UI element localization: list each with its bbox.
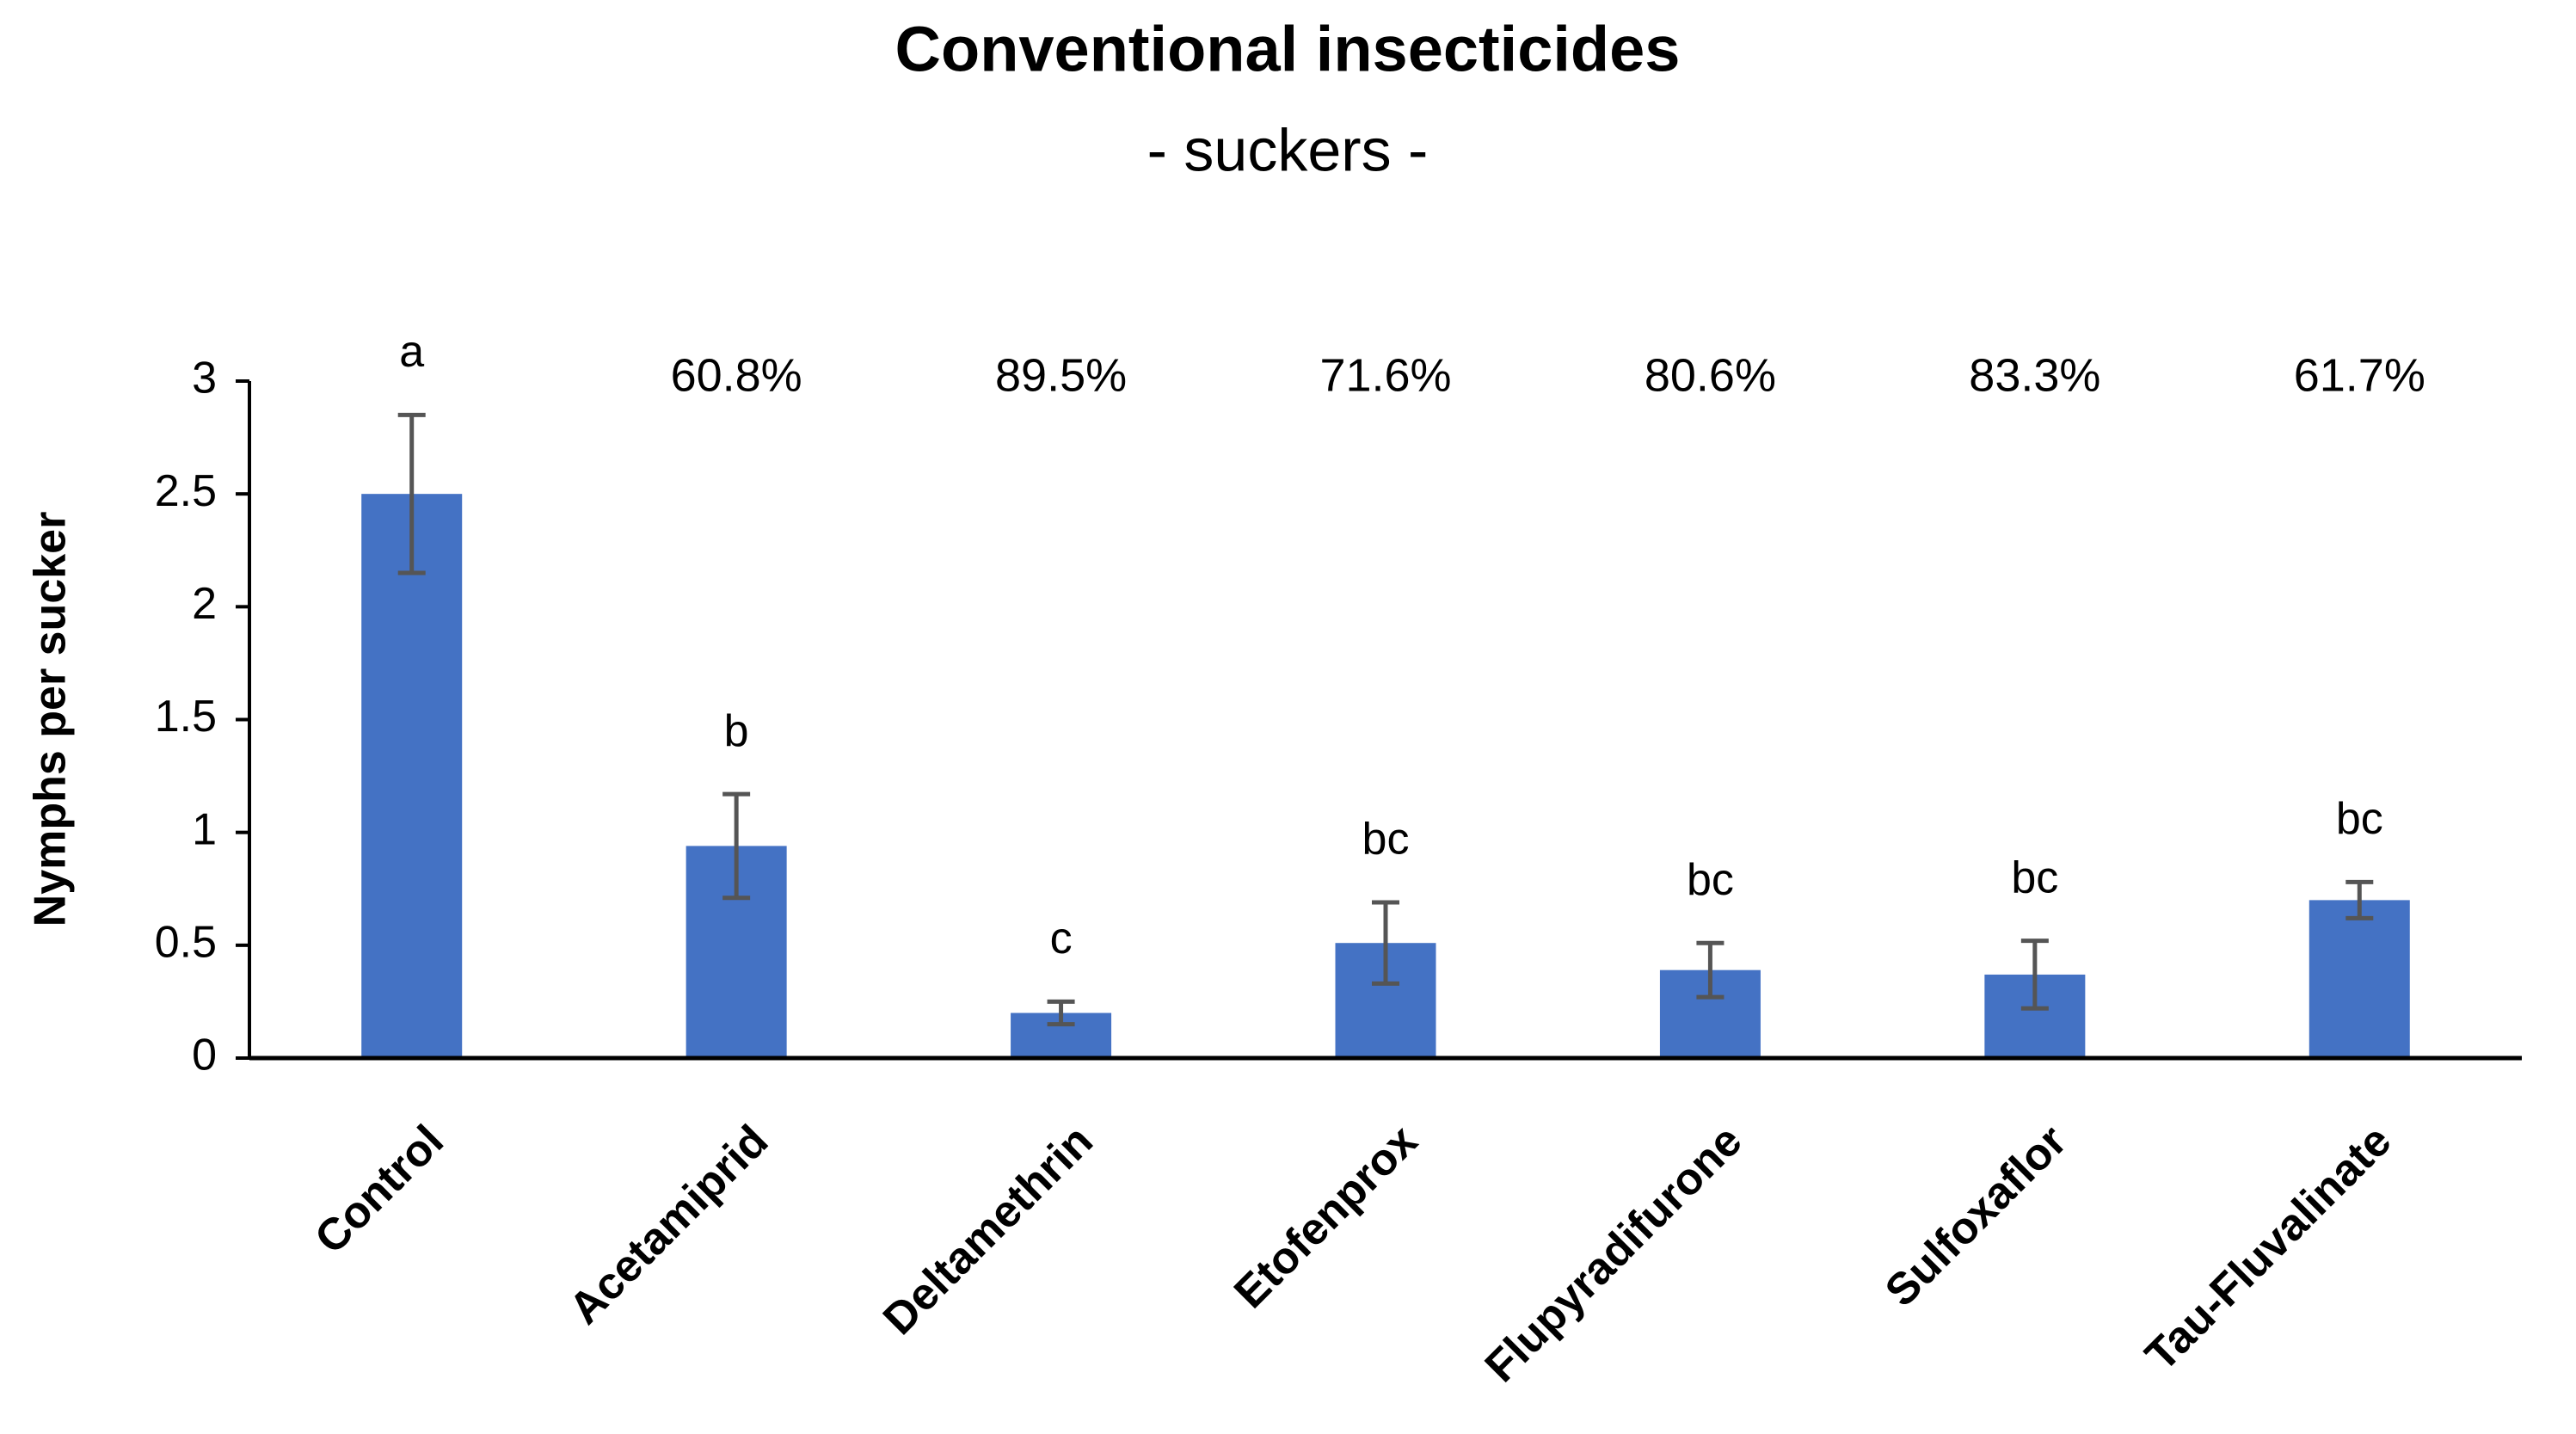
reduction-label: 80.6% bbox=[1645, 349, 1776, 401]
x-tick-label: Sulfoxaflor bbox=[1876, 1116, 2076, 1316]
x-tick-label: Deltamethrin bbox=[874, 1116, 1103, 1345]
significance-letter: b bbox=[724, 706, 749, 756]
significance-letter: bc bbox=[1362, 815, 1410, 865]
y-tick-label: 0.5 bbox=[155, 918, 217, 968]
reduction-label: 89.5% bbox=[995, 349, 1127, 401]
bar bbox=[361, 494, 463, 1058]
chart-title: Conventional insecticides bbox=[895, 14, 1681, 85]
significance-letter: bc bbox=[1687, 855, 1734, 905]
significance-letter: a bbox=[399, 327, 424, 377]
bar bbox=[2309, 900, 2410, 1058]
y-tick-label: 1.5 bbox=[155, 692, 217, 742]
x-tick-label: Acetamiprid bbox=[560, 1116, 778, 1334]
significance-letter: bc bbox=[2336, 794, 2383, 844]
chart-subtitle: - suckers - bbox=[1147, 116, 1429, 183]
significance-letter: c bbox=[1050, 914, 1073, 963]
y-tick-label: 2 bbox=[192, 579, 217, 629]
y-tick-label: 2.5 bbox=[155, 466, 217, 516]
y-axis-label: Nymphs per sucker bbox=[26, 512, 76, 927]
reduction-label: 83.3% bbox=[1969, 349, 2100, 401]
x-tick-label: Control bbox=[305, 1116, 453, 1264]
reduction-label: 61.7% bbox=[2294, 349, 2425, 401]
x-tick-label: Tau-Fluvalinate bbox=[2136, 1116, 2401, 1381]
x-tick-label: Etofenprox bbox=[1225, 1116, 1427, 1318]
reduction-label: 60.8% bbox=[671, 349, 802, 401]
y-tick-label: 3 bbox=[192, 354, 217, 403]
significance-letter: bc bbox=[2011, 852, 2058, 902]
y-tick-label: 0 bbox=[192, 1031, 217, 1080]
x-tick-label: Flupyradifurone bbox=[1476, 1116, 1752, 1392]
y-tick-label: 1 bbox=[192, 804, 217, 854]
reduction-label: 71.6% bbox=[1319, 349, 1451, 401]
